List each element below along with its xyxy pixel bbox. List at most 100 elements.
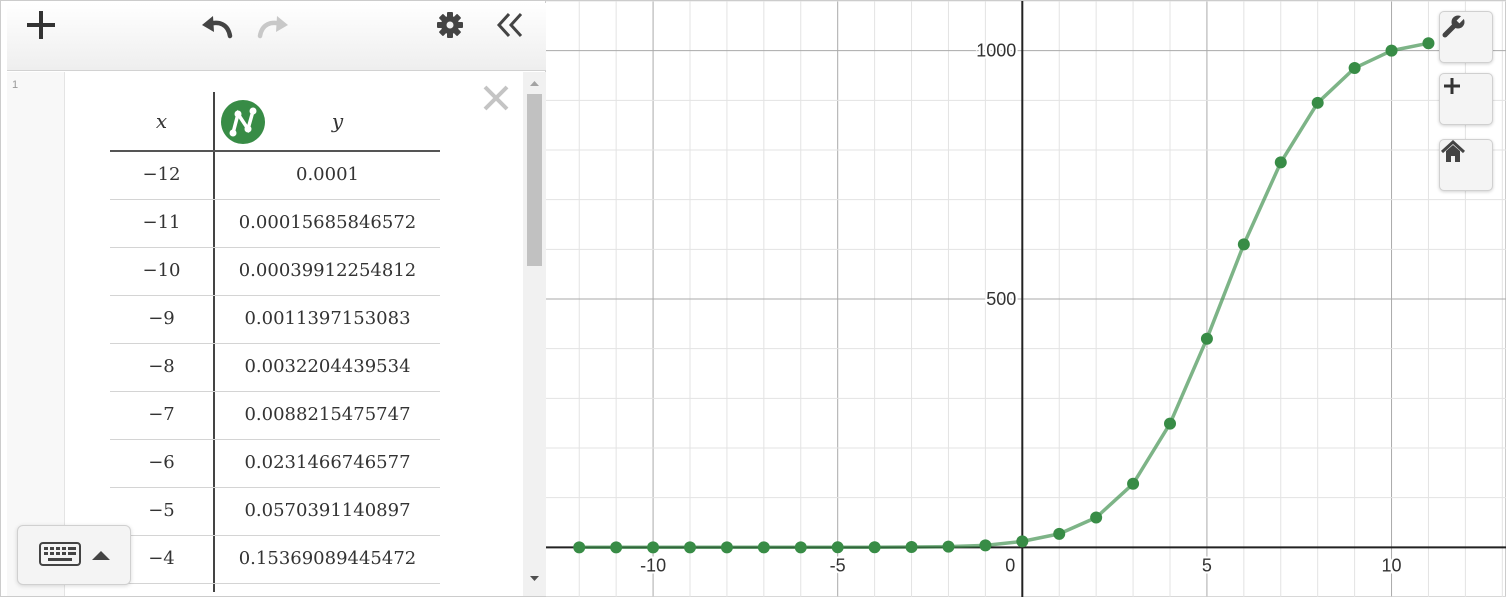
data-point[interactable] <box>794 541 807 554</box>
y-tick-label: 1000 <box>976 41 1016 61</box>
table-column-divider <box>213 92 215 592</box>
data-point[interactable] <box>684 541 696 554</box>
cell-overflow-fade <box>412 344 440 391</box>
data-point[interactable] <box>831 541 844 554</box>
expression-toolbar <box>7 3 546 71</box>
graph-paper[interactable]: -10 -5 0 5 10 500 1000 <box>546 0 1506 597</box>
expression-panel: 1 x y −12 0.0001 −11 0.000 <box>0 0 546 597</box>
data-point[interactable] <box>1274 156 1287 169</box>
column-header-x[interactable]: x <box>155 109 168 133</box>
graph-canvas[interactable]: -10 -5 0 5 10 500 1000 <box>546 1 1506 597</box>
series-style-button[interactable] <box>221 100 265 144</box>
data-point[interactable] <box>942 540 955 553</box>
table-cell-x[interactable]: −5 <box>148 500 175 521</box>
keyboard-icon <box>39 542 110 566</box>
table-cell-x[interactable]: −12 <box>142 164 181 185</box>
data-point[interactable] <box>1090 511 1103 524</box>
data-point[interactable] <box>905 541 918 554</box>
y-tick-label: 500 <box>986 289 1016 309</box>
table-cell-y[interactable]: 0.0001 <box>296 164 359 185</box>
plus-icon <box>1444 78 1460 94</box>
expression-index: 1 <box>12 79 19 91</box>
data-point[interactable] <box>868 541 881 554</box>
x-tick-label: 5 <box>1202 555 1212 575</box>
cell-overflow-fade <box>412 152 440 199</box>
data-point[interactable] <box>647 541 660 554</box>
keypad-toggle-button[interactable] <box>17 525 131 585</box>
table-cell-x[interactable]: −6 <box>148 452 175 473</box>
table-cell-x[interactable]: −4 <box>148 548 175 569</box>
data-point[interactable] <box>720 541 733 554</box>
points-and-lines-icon <box>229 107 257 137</box>
data-point[interactable] <box>610 541 623 554</box>
redo-button[interactable] <box>255 9 291 45</box>
cell-overflow-fade <box>412 200 440 247</box>
tick-labels: -10 -5 0 5 10 500 1000 <box>638 39 1403 578</box>
expression-gutter: 1 <box>7 72 65 596</box>
add-item-button[interactable] <box>23 7 59 43</box>
table-cell-x[interactable]: −8 <box>148 356 175 377</box>
double-chevron-left-icon <box>496 12 523 38</box>
data-point[interactable] <box>1385 44 1398 57</box>
table-cell-y[interactable]: 0.0088215475747 <box>244 404 411 425</box>
data-point[interactable] <box>1237 238 1250 251</box>
home-icon <box>1440 140 1466 162</box>
data-point[interactable] <box>1422 37 1435 50</box>
table-header-row: x y <box>110 92 440 152</box>
close-icon[interactable] <box>480 82 512 114</box>
table-cell-y[interactable]: 0.15369089445472 <box>238 548 417 569</box>
zoom-in-button[interactable] <box>1439 73 1493 125</box>
table-row: −8 0.0032204439534 <box>110 344 440 392</box>
plus-icon <box>27 11 55 39</box>
cell-overflow-fade <box>412 248 440 295</box>
gear-icon <box>437 12 463 38</box>
data-table: x y −12 0.0001 −11 0.00015685846572 −10 0.000… <box>110 92 440 592</box>
collapse-panel-button[interactable] <box>492 7 528 43</box>
data-point[interactable] <box>1053 527 1066 540</box>
data-point[interactable] <box>1200 332 1213 345</box>
scroll-down-arrow-icon[interactable] <box>523 570 546 588</box>
data-point[interactable] <box>979 539 992 552</box>
table-cell-x[interactable]: −10 <box>142 260 181 281</box>
x-tick-label: -10 <box>640 555 666 575</box>
table-row: −11 0.00015685846572 <box>110 200 440 248</box>
cell-overflow-fade <box>412 296 440 343</box>
settings-button[interactable] <box>432 7 468 43</box>
undo-icon <box>202 16 233 39</box>
redo-icon <box>257 16 288 39</box>
data-point[interactable] <box>1127 477 1140 490</box>
caret-up-icon <box>92 551 110 560</box>
data-point[interactable] <box>1016 535 1029 548</box>
data-point[interactable] <box>757 541 770 554</box>
data-point[interactable] <box>1311 96 1324 109</box>
cell-overflow-fade <box>412 536 440 583</box>
cell-overflow-fade <box>412 392 440 439</box>
graph-settings-button[interactable] <box>1439 11 1493 63</box>
data-point[interactable] <box>1164 417 1176 430</box>
table-cell-y[interactable]: 0.00015685846572 <box>238 212 417 233</box>
data-point[interactable] <box>573 541 586 554</box>
expression-list-scrollbar[interactable] <box>523 72 546 596</box>
table-row: −10 0.00039912254812 <box>110 248 440 296</box>
default-viewport-button[interactable] <box>1439 139 1493 191</box>
table-cell-y[interactable]: 0.0231466746577 <box>244 452 411 473</box>
x-tick-label: 10 <box>1382 555 1402 575</box>
table-cell-y[interactable]: 0.0011397153083 <box>244 308 411 329</box>
cell-overflow-fade <box>412 488 440 535</box>
table-row: −9 0.0011397153083 <box>110 296 440 344</box>
table-row: −5 0.0570391140897 <box>110 488 440 536</box>
scroll-up-arrow-icon[interactable] <box>523 74 546 92</box>
column-header-y[interactable]: y <box>331 109 344 133</box>
table-cell-x[interactable]: −9 <box>148 308 175 329</box>
table-cell-y[interactable]: 0.0032204439534 <box>244 356 411 377</box>
table-cell-y[interactable]: 0.00039912254812 <box>238 260 417 281</box>
table-cell-x[interactable]: −7 <box>148 404 175 425</box>
table-cell-x[interactable]: −11 <box>142 212 181 233</box>
undo-button[interactable] <box>199 9 235 45</box>
cell-overflow-fade <box>412 440 440 487</box>
data-point[interactable] <box>1348 62 1361 75</box>
plotted-series <box>573 37 1435 554</box>
table-cell-y[interactable]: 0.0570391140897 <box>244 500 411 521</box>
scrollbar-thumb[interactable] <box>527 94 542 266</box>
x-tick-label: -5 <box>830 555 846 575</box>
